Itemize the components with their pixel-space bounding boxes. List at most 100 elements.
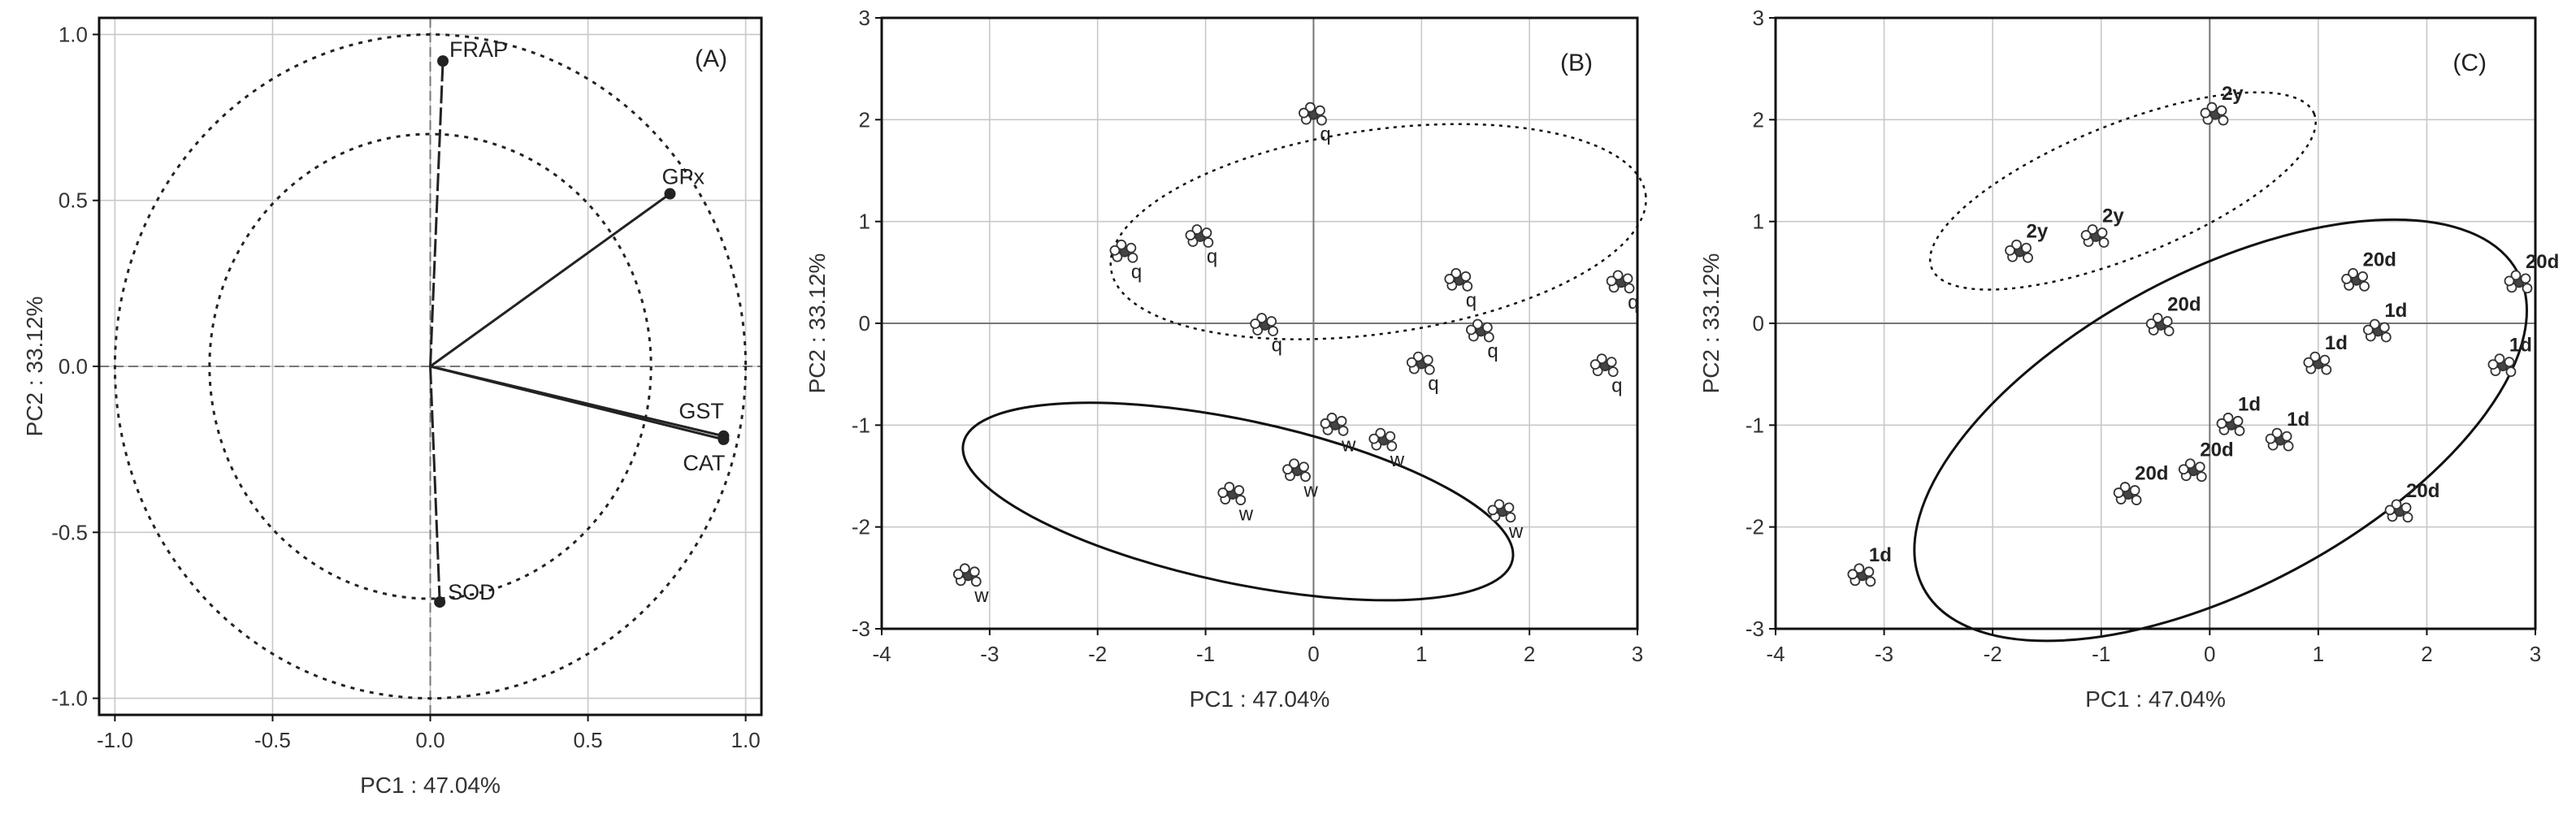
point-label: 2y: [2102, 205, 2124, 227]
y-tick-label: 3: [859, 6, 870, 30]
correlation-circle: [208, 132, 653, 600]
score-point: [2131, 495, 2142, 505]
loading-vector: [430, 365, 724, 441]
score-point: [1460, 271, 1472, 282]
score-point: [2097, 227, 2108, 238]
y-tick-label: 2: [1753, 107, 1764, 132]
loading-vector: [429, 193, 671, 368]
score-point: [2384, 504, 2396, 516]
y-tick-label: 1.0: [59, 22, 88, 46]
score-point: [1268, 326, 1279, 336]
score-point: [2206, 102, 2218, 113]
score-point: [1863, 566, 1875, 578]
point-label: q: [1272, 335, 1282, 357]
score-point: [1406, 357, 1417, 368]
x-tick-label: -2: [1984, 642, 2002, 666]
score-point: [2196, 471, 2207, 483]
x-tick-label: -2: [1088, 642, 1107, 666]
score-point: [2162, 316, 2173, 327]
y-tick-label: 0: [859, 311, 870, 336]
score-point: [2265, 433, 2276, 444]
score-point: [2129, 485, 2140, 496]
score-point: [1386, 440, 1398, 452]
point-label: q: [1487, 340, 1498, 362]
point-label: 20d: [2200, 439, 2233, 461]
score-point: [1305, 102, 1316, 113]
score-point: [1234, 485, 1245, 496]
score-point: [1622, 273, 1633, 284]
score-point: [2218, 115, 2229, 126]
score-point: [1865, 576, 1876, 587]
point-label: 2y: [2222, 83, 2244, 105]
score-point: [2504, 275, 2515, 287]
score-point: [1385, 431, 1396, 442]
y-tick-label: 3: [1753, 6, 1764, 30]
score-point: [1109, 245, 1121, 256]
score-point: [1624, 283, 1635, 294]
score-point: [2357, 271, 2369, 282]
score-point: [2011, 239, 2022, 250]
score-point: [1606, 357, 1617, 368]
loading-label: SOD: [448, 580, 496, 604]
point-label: q: [1320, 123, 1330, 145]
point-label: 1d: [2509, 335, 2532, 357]
score-point: [2391, 499, 2402, 510]
x-tick-label: -4: [872, 642, 891, 666]
score-point: [2303, 357, 2314, 368]
score-point: [1315, 105, 1325, 116]
score-point: [1368, 433, 1380, 444]
x-tick-label: 1: [2313, 642, 2324, 666]
score-point: [2098, 237, 2110, 248]
point-label: q: [1628, 292, 1638, 314]
point-label: 20d: [2363, 249, 2396, 271]
point-label: 1d: [2238, 393, 2261, 415]
point-label: q: [1131, 261, 1142, 283]
score-point: [2216, 105, 2227, 116]
score-point: [1127, 252, 1138, 263]
score-point: [2359, 280, 2370, 292]
score-point: [2234, 425, 2245, 436]
score-point: [1503, 502, 1515, 513]
point-label: w: [1508, 521, 1524, 543]
panel-a-loading-plot: -1.0 -0.5 0.0 0.5 1.0 -1.0 -0.5 0.0 0.5 1.0 PC1 : …: [22, 16, 763, 798]
score-point: [2319, 354, 2331, 366]
correlation-circle: [113, 32, 748, 700]
y-axis-label: PC2 : 33.12%: [1698, 253, 1724, 394]
score-point: [2341, 273, 2353, 284]
loading-label: CAT: [683, 451, 725, 475]
score-point: [970, 576, 982, 587]
loading-vector: [429, 61, 445, 367]
point-label: 20d: [2406, 480, 2439, 502]
y-tick-label: -2: [852, 515, 870, 539]
score-point: [1483, 331, 1494, 343]
score-point: [2380, 331, 2392, 343]
group-ellipse: [1109, 123, 1647, 340]
y-tick-label: 1: [1753, 210, 1764, 234]
score-point: [1299, 461, 1309, 473]
score-point: [1320, 418, 1331, 429]
score-point: [2494, 353, 2505, 365]
score-point: [1203, 237, 1214, 248]
score-point: [1465, 324, 1477, 336]
score-point: [1847, 569, 1858, 580]
score-point: [1462, 280, 1473, 292]
x-axis-label: PC1 : 47.04%: [1190, 686, 1330, 712]
y-tick-label: 2: [859, 107, 870, 132]
x-tick-label: -3: [1875, 642, 1893, 666]
point-label: w: [1238, 504, 1254, 526]
x-tick-label: 1.0: [731, 728, 761, 752]
x-tick-label: 3: [2530, 642, 2541, 666]
score-point: [2119, 482, 2131, 492]
score-point: [2522, 283, 2533, 294]
score-point: [1422, 354, 1433, 366]
score-point: [2520, 273, 2531, 284]
x-tick-label: 2: [1524, 642, 1535, 666]
y-tick-label: 0: [1753, 311, 1764, 336]
score-point: [1289, 458, 1299, 470]
score-point: [1596, 353, 1607, 365]
score-point: [2369, 318, 2380, 330]
point-label: 1d: [2325, 332, 2348, 354]
loading-point: [718, 433, 730, 445]
